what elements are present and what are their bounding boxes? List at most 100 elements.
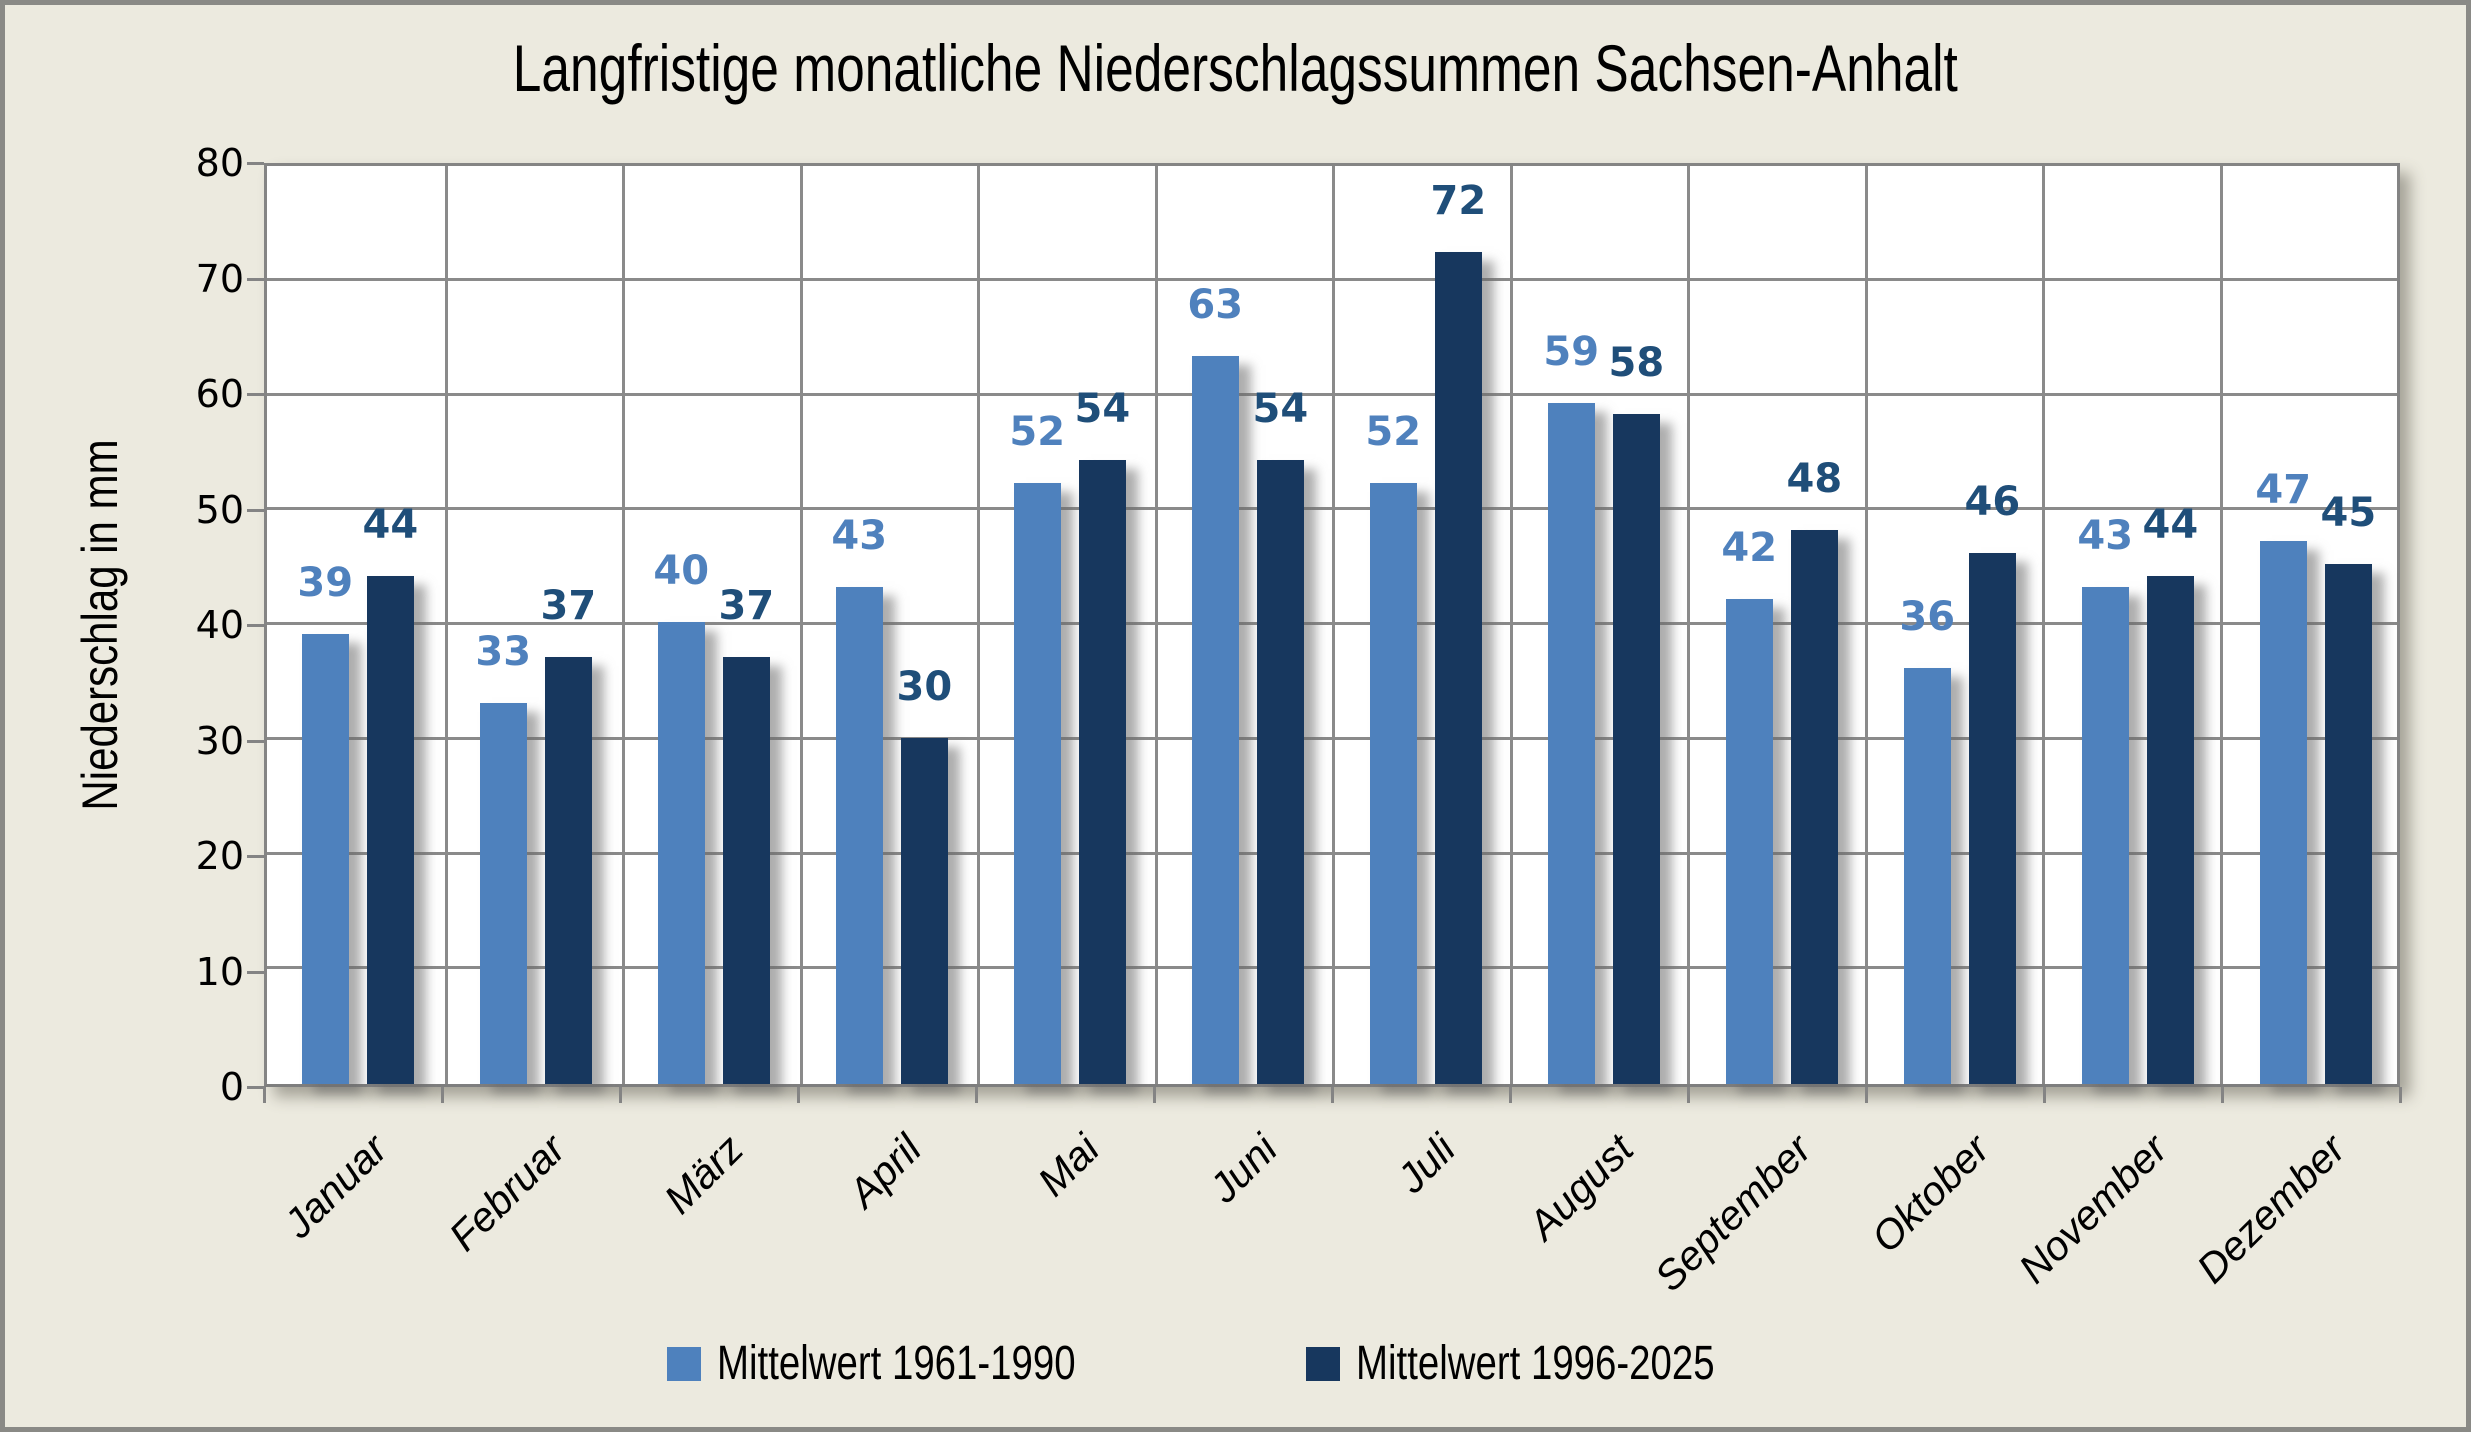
y-tick-mark (247, 277, 264, 281)
x-tick-mark (2043, 1087, 2046, 1103)
x-tick-mark (1509, 1087, 1512, 1103)
legend-entry: Mittelwert 1996-2025 (1305, 1336, 1804, 1391)
bar-mittelwert-1961-1990 (301, 633, 349, 1084)
bar-mittelwert-1996-2025 (1968, 552, 2016, 1084)
category-group: 33 37 (445, 166, 623, 1084)
gridline-vertical (1332, 166, 1335, 1084)
legend-entry: Mittelwert 1961-1990 (667, 1336, 1165, 1391)
bar-value-label: 42 (1721, 524, 1778, 571)
gridline-vertical (1154, 166, 1158, 1084)
bar-value-label: 63 (1187, 282, 1244, 329)
bar-value-label: 52 (1365, 409, 1422, 456)
bar-mittelwert-1996-2025 (1078, 460, 1126, 1084)
y-tick-mark (247, 855, 264, 858)
bar-mittelwert-1961-1990 (1725, 598, 1773, 1084)
bar-mittelwert-1996-2025 (366, 575, 414, 1084)
x-tick-mark (441, 1087, 444, 1103)
x-tick-mark (2399, 1087, 2402, 1103)
bar-value-label: 40 (653, 548, 710, 594)
y-tick-label: 40 (195, 603, 244, 647)
y-tick-label: 10 (195, 949, 244, 994)
y-tick-label: 60 (195, 372, 244, 416)
category-group: 36 46 (1869, 166, 2047, 1084)
category-group: 43 44 (2047, 166, 2225, 1084)
bar-value-label: 58 (1608, 340, 1665, 387)
x-tick-mark (975, 1087, 978, 1103)
plot-area: 39 44 33 37 40 37 43 30 52 54 63 54 52 72 59 58 42 48 36 46… (264, 163, 2400, 1087)
bar-value-label: 36 (1899, 594, 1956, 641)
bar-value-label: 72 (1430, 178, 1487, 225)
y-tick-label: 0 (219, 1065, 244, 1109)
gridline-vertical (1687, 166, 1690, 1084)
x-tick-mark (1331, 1087, 1334, 1103)
category-group: 47 45 (2225, 166, 2403, 1084)
bar-mittelwert-1996-2025 (722, 656, 770, 1084)
legend: Mittelwert 1961-1990 Mittelwert 1996-2025 (0, 1336, 2471, 1391)
bar-value-label: 33 (475, 628, 532, 675)
x-tick-mark (1687, 1087, 1690, 1103)
bar-mittelwert-1961-1990 (1013, 483, 1061, 1084)
bar-value-label: 48 (1786, 455, 1843, 502)
y-tick-mark (247, 970, 264, 974)
category-group: 52 54 (979, 166, 1157, 1084)
bar-mittelwert-1996-2025 (1434, 252, 1482, 1084)
gridline-vertical (1864, 166, 1868, 1084)
y-tick-mark (247, 1086, 264, 1089)
bar-mittelwert-1996-2025 (1256, 460, 1304, 1084)
bar-value-label: 52 (1009, 409, 1066, 456)
y-tick-mark (247, 162, 264, 165)
y-tick-mark (247, 739, 264, 743)
bar-value-label: 45 (2320, 490, 2377, 537)
gridline-vertical (444, 166, 448, 1084)
bar-mittelwert-1961-1990 (657, 622, 705, 1084)
bar-value-label: 44 (2142, 501, 2199, 548)
legend-label: Mittelwert 1996-2025 (1355, 1337, 1715, 1390)
legend-swatch (1305, 1346, 1340, 1381)
bar-mittelwert-1961-1990 (2081, 587, 2129, 1084)
x-tick-mark (797, 1087, 800, 1103)
gridline-vertical (2042, 166, 2045, 1084)
x-tick-mark (2221, 1087, 2224, 1103)
bar-value-label: 39 (297, 559, 354, 606)
y-tick-mark (247, 393, 264, 396)
category-group: 63 54 (1157, 166, 1335, 1084)
bar-mittelwert-1961-1990 (1191, 356, 1239, 1084)
x-tick-mark (263, 1087, 266, 1103)
gridline-vertical (2219, 166, 2223, 1084)
bar-mittelwert-1961-1990 (835, 587, 883, 1084)
category-group: 40 37 (623, 166, 801, 1084)
bar-mittelwert-1961-1990 (1369, 483, 1417, 1084)
gridline-vertical (799, 166, 803, 1084)
bar-mittelwert-1996-2025 (1612, 414, 1660, 1084)
bar-value-label: 43 (2077, 513, 2134, 560)
y-tick-mark (247, 624, 264, 627)
y-tick-label: 70 (195, 256, 244, 301)
gridline-vertical (977, 166, 980, 1084)
y-tick-label: 20 (195, 834, 244, 878)
bar-value-label: 54 (1252, 386, 1309, 433)
bar-value-label: 44 (362, 501, 419, 548)
bar-mittelwert-1961-1990 (1547, 402, 1595, 1084)
category-group: 42 48 (1691, 166, 1869, 1084)
bar-mittelwert-1961-1990 (479, 702, 527, 1084)
bar-value-label: 47 (2255, 467, 2312, 514)
bar-mittelwert-1961-1990 (2259, 541, 2307, 1084)
bar-mittelwert-1996-2025 (544, 656, 592, 1084)
bar-value-label: 30 (896, 663, 953, 710)
bar-mittelwert-1996-2025 (2146, 575, 2194, 1084)
x-tick-mark (1865, 1087, 1868, 1103)
x-tick-mark (619, 1087, 622, 1103)
bar-value-label: 43 (831, 513, 888, 560)
gridline-vertical (622, 166, 625, 1084)
category-group: 43 30 (801, 166, 979, 1084)
bar-value-label: 37 (540, 582, 597, 629)
legend-swatch (667, 1346, 702, 1381)
bar-value-label: 37 (718, 582, 775, 629)
chart-title: Langfristige monatliche Niederschlagssum… (0, 30, 2471, 106)
y-tick-label: 30 (195, 718, 244, 763)
bar-value-label: 59 (1543, 328, 1600, 375)
bar-mittelwert-1996-2025 (900, 737, 948, 1084)
chart-title-text: Langfristige monatliche Niederschlagssum… (512, 31, 1959, 105)
y-tick-label: 80 (195, 141, 244, 185)
